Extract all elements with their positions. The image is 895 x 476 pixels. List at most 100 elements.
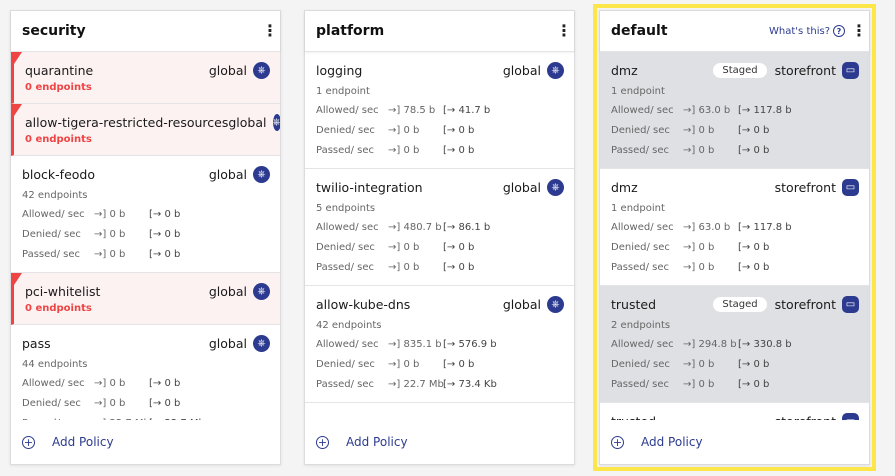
stat-row-passed: Passed/ sec →] 0 b [→ 0 b <box>22 244 270 264</box>
endpoint-count: 1 endpoint <box>611 86 665 97</box>
staged-badge: Staged <box>713 296 767 312</box>
egress-rate: 0 b <box>458 241 475 253</box>
egress-rate: 0 b <box>458 124 475 136</box>
stat-row-denied: Denied/ sec →] 0 b [→ 0 b <box>316 237 564 257</box>
stat-label: Allowed/ sec <box>611 104 674 116</box>
ingress-value: →] 0 b <box>683 359 738 370</box>
policy-item[interactable]: trusted Staged storefront ▭ 2 endpoints Allo… <box>600 286 869 403</box>
ingress-value: →] 0 b <box>683 242 738 253</box>
namespace-icon: ▭ <box>842 178 859 196</box>
stat-label: Passed/ sec <box>611 261 670 273</box>
policy-list[interactable]: dmz Staged storefront ▭ 1 endpoint Allowed/ … <box>600 52 869 420</box>
ingress-value: →] 0 b <box>388 262 443 273</box>
ingress-value: →] 63.0 b <box>683 105 738 116</box>
egress-rate: 0 b <box>458 144 475 156</box>
egress-icon: [→ <box>738 241 751 253</box>
ingress-rate: 0 b <box>698 241 715 253</box>
plus-circle-icon: + <box>22 435 35 449</box>
namespace-label: global <box>228 114 267 130</box>
whats-this-link[interactable]: What's this?? <box>769 25 845 37</box>
policy-item[interactable]: pass global ⎈ 44 endpoints Allowed/ sec →] … <box>11 325 280 420</box>
stat-label: Passed/ sec <box>316 378 375 390</box>
endpoint-count: 1 endpoint <box>611 203 665 214</box>
more-options-icon[interactable]: ⋮ <box>262 21 278 40</box>
kubernetes-icon: ⎈ <box>253 61 270 79</box>
add-policy-button[interactable]: + Add Policy <box>600 420 869 464</box>
egress-rate: 41.7 b <box>458 104 491 116</box>
policy-item[interactable]: dmz storefront ▭ 1 endpoint Allowed/ sec →]… <box>600 169 869 286</box>
stat-label: Allowed/ sec <box>611 221 674 233</box>
more-options-icon[interactable]: ⋮ <box>851 21 867 40</box>
policy-item[interactable]: block-feodo global ⎈ 42 endpoints Allowed/ … <box>11 156 280 273</box>
stat-row-passed: Passed/ sec →] 0 b [→ 0 b <box>611 374 859 394</box>
egress-value: [→ 0 b <box>738 145 769 156</box>
ingress-rate: 0 b <box>109 397 126 409</box>
ingress-icon: →] <box>94 208 107 220</box>
egress-rate: 0 b <box>458 261 475 273</box>
stat-label: Allowed/ sec <box>22 377 85 389</box>
tier-header: security ⋮ <box>11 11 280 52</box>
add-policy-button[interactable]: + Add Policy <box>305 420 574 464</box>
policy-list[interactable]: logging global ⎈ 1 endpoint Allowed/ sec →]… <box>305 52 574 420</box>
ingress-rate: 0 b <box>403 261 420 273</box>
egress-icon: [→ <box>149 208 162 220</box>
ingress-value: →] 22.7 Mb <box>388 379 444 390</box>
stat-label: Passed/ sec <box>611 144 670 156</box>
ingress-rate: 0 b <box>109 248 126 260</box>
endpoint-count: 5 endpoints <box>316 203 376 214</box>
ingress-value: →] 22.7 Mb <box>94 418 150 421</box>
policy-item[interactable]: dmz Staged storefront ▭ 1 endpoint Allowed/ … <box>600 52 869 169</box>
stat-row-allowed: Allowed/ sec →] 0 b [→ 0 b <box>22 373 270 393</box>
egress-rate: 0 b <box>164 397 181 409</box>
policy-list[interactable]: quarantine global ⎈ 0 endpoints allow-tige… <box>11 52 280 420</box>
egress-rate: 22.7 Mb <box>164 418 204 421</box>
stat-label: Denied/ sec <box>611 241 670 253</box>
egress-value: [→ 0 b <box>738 242 769 253</box>
more-options-icon[interactable]: ⋮ <box>556 21 572 40</box>
ingress-rate: 0 b <box>403 241 420 253</box>
tier-header: default What's this?? ⋮ <box>600 11 869 52</box>
egress-value: [→ 0 b <box>443 145 474 156</box>
add-policy-button[interactable]: + Add Policy <box>11 420 280 464</box>
stat-label: Denied/ sec <box>22 397 81 409</box>
policy-item[interactable]: pci-whitelist global ⎈ 0 endpoints <box>11 273 280 325</box>
egress-icon: [→ <box>149 248 162 260</box>
ingress-value: →] 0 b <box>388 242 443 253</box>
egress-value: [→ 0 b <box>738 262 769 273</box>
policy-name: allow-kube-dns <box>316 296 411 312</box>
tier-card-default: default What's this?? ⋮ dmz Staged storefron… <box>593 4 876 471</box>
ingress-rate: 294.8 b <box>698 338 737 350</box>
tier-card-security: security ⋮ quarantine global ⎈ 0 endpoints … <box>10 10 281 465</box>
policy-item[interactable]: allow-kube-dns global ⎈ 42 endpoints Allowe… <box>305 286 574 403</box>
egress-rate: 0 b <box>753 144 770 156</box>
policy-name: dmz <box>611 62 638 78</box>
egress-rate: 0 b <box>164 248 181 260</box>
namespace-label: global <box>208 166 247 182</box>
ingress-rate: 0 b <box>403 144 420 156</box>
policy-name: twilio-integration <box>316 179 423 195</box>
egress-icon: [→ <box>443 338 456 350</box>
ingress-icon: →] <box>683 221 696 233</box>
policy-item[interactable]: logging global ⎈ 1 endpoint Allowed/ sec →]… <box>305 52 574 169</box>
egress-icon: [→ <box>443 241 456 253</box>
ingress-rate: 0 b <box>109 208 126 220</box>
egress-rate: 0 b <box>164 228 181 240</box>
ingress-icon: →] <box>388 104 401 116</box>
policy-item[interactable]: allow-tigera-restricted-resources global … <box>11 104 280 156</box>
ingress-rate: 835.1 b <box>403 338 442 350</box>
ingress-value: →] 835.1 b <box>388 339 443 350</box>
endpoint-count: 2 endpoints <box>611 320 671 331</box>
ingress-icon: →] <box>388 144 401 156</box>
endpoint-count: 0 endpoints <box>25 82 92 93</box>
ingress-icon: →] <box>388 124 401 136</box>
policy-item[interactable]: quarantine global ⎈ 0 endpoints <box>11 52 280 104</box>
ingress-icon: →] <box>94 228 107 240</box>
egress-rate: 117.8 b <box>753 221 792 233</box>
kubernetes-icon: ⎈ <box>253 282 270 300</box>
policy-item[interactable]: trustedstorefront ▭ <box>600 403 869 420</box>
kubernetes-icon: ⎈ <box>272 113 280 131</box>
ingress-rate: 0 b <box>698 261 715 273</box>
policy-item[interactable]: twilio-integration global ⎈ 5 endpoints All… <box>305 169 574 286</box>
ingress-icon: →] <box>94 377 107 389</box>
stat-label: Passed/ sec <box>316 144 375 156</box>
